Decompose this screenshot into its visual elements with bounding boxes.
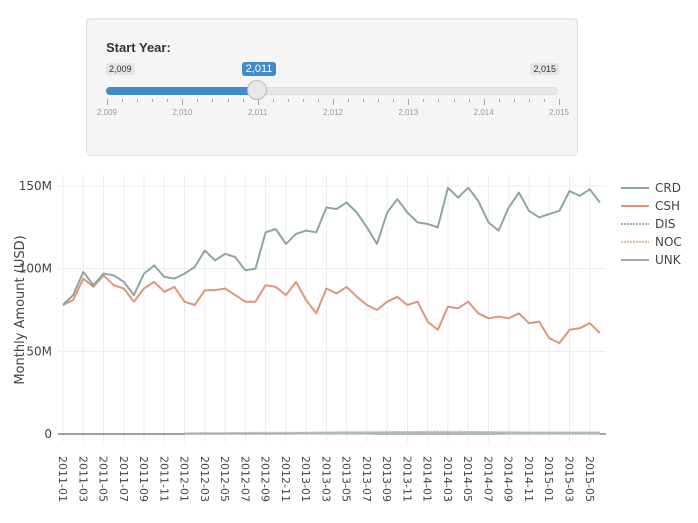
x-tick-label: 2011-01: [56, 456, 69, 502]
x-tick-label: 2014-09: [502, 456, 515, 502]
slider-tick: [378, 99, 380, 102]
slider-tick-label: 2,012: [322, 108, 344, 117]
series-line-csh: [62, 274, 601, 345]
x-tick-label: 2014-03: [441, 456, 454, 502]
slider-tick: [272, 99, 274, 102]
x-tick-label: 2011-11: [157, 456, 170, 502]
slider-tick: [483, 99, 485, 105]
legend-item-crd[interactable]: CRD: [621, 181, 681, 195]
slider-tick: [408, 99, 410, 105]
legend-item-noc[interactable]: NOC: [621, 235, 682, 249]
slider-tick: [528, 99, 530, 102]
legend-item-unk[interactable]: UNK: [621, 253, 682, 267]
line-chart: 2011-01 2011-03 2011-05 2011-07 2011-09 2011-…: [13, 175, 682, 502]
x-tick-label: 2015-05: [583, 456, 596, 502]
slider-tick-label: 2,015: [548, 108, 570, 117]
series-line-crd: [62, 186, 601, 306]
slider-tick: [182, 99, 184, 105]
legend-label: UNK: [655, 253, 682, 267]
x-tick-label: 2011-07: [117, 456, 130, 502]
legend-label: CSH: [655, 199, 680, 213]
x-tick-label: 2013-01: [299, 456, 312, 502]
x-tick-label: 2012-03: [198, 456, 211, 502]
slider-tick: [423, 99, 425, 102]
slider-tick: [197, 99, 199, 102]
slider-tick: [559, 99, 560, 105]
slider-tick: [543, 99, 545, 102]
legend-item-csh[interactable]: CSH: [621, 199, 680, 213]
slider-tick-label: 2,011: [247, 108, 268, 117]
x-tick-label: 2013-09: [380, 456, 393, 502]
x-tick-label: 2011-05: [97, 456, 110, 502]
x-tick-label: 2012-05: [218, 456, 231, 502]
slider-tick: [438, 99, 440, 102]
slider-bar: [106, 87, 257, 95]
x-tick-label: 2012-09: [259, 456, 272, 502]
x-tick-label: 2011-09: [137, 456, 150, 502]
x-tick-label: 2014-11: [522, 456, 535, 502]
slider-tick: [212, 99, 214, 102]
slider-tick-label: 2,014: [473, 108, 494, 117]
slider-tick-label: 2,010: [172, 108, 193, 117]
slider-tick: [227, 99, 229, 102]
x-tick-label: 2012-11: [279, 456, 292, 502]
y-tick-label: 0: [44, 427, 52, 441]
start-year-panel: Start Year: 2,009 2,015 2,011 2,009 2,010…: [86, 18, 578, 156]
legend-label: CRD: [655, 181, 681, 195]
slider-tick: [302, 99, 304, 102]
slider-tick: [257, 99, 259, 105]
slider-tick: [498, 99, 500, 102]
slider-tick-label: 2,013: [398, 108, 419, 117]
start-year-label: Start Year:: [106, 40, 171, 55]
slider-tick-label: 2,009: [96, 108, 118, 117]
y-tick-label: 50M: [26, 344, 52, 358]
y-axis-title: Monthly Amount (USD): [13, 235, 28, 384]
x-tick-label: 2013-03: [319, 456, 332, 502]
x-tick-label: 2011-03: [76, 456, 89, 502]
legend-label: DIS: [655, 217, 675, 231]
slider-tick: [348, 99, 350, 102]
slider-tick: [333, 99, 334, 105]
slider-min-label: 2,009: [106, 63, 135, 75]
legend-item-dis[interactable]: DIS: [621, 217, 675, 231]
slider-tick: [167, 99, 169, 102]
y-tick-label: 100M: [19, 262, 52, 276]
slider-tick: [287, 99, 289, 102]
slider-tick: [453, 99, 455, 102]
x-tick-label: 2012-01: [178, 456, 191, 502]
series-line-dis: [184, 430, 600, 435]
slider-tick: [513, 99, 515, 102]
slider-tick: [152, 99, 154, 102]
x-tick-label: 2014-01: [421, 456, 434, 502]
slider-handle[interactable]: [246, 80, 267, 100]
slider-tick: [468, 99, 470, 102]
slider-tick: [137, 99, 139, 102]
y-tick-label: 150M: [19, 179, 52, 193]
x-tick-label: 2015-03: [563, 456, 576, 502]
slider-tick: [317, 99, 319, 102]
x-tick-label: 2014-05: [461, 456, 474, 502]
slider-tick: [107, 99, 108, 105]
legend-label: NOC: [655, 235, 682, 249]
x-tick-label: 2012-07: [238, 456, 251, 502]
slider-tick: [363, 99, 365, 102]
slider-max-label: 2,015: [530, 63, 559, 75]
slider-tick: [393, 99, 395, 102]
x-tick-label: 2013-05: [340, 456, 353, 502]
slider-tick: [122, 99, 124, 102]
x-tick-label: 2013-11: [400, 456, 413, 502]
x-tick-label: 2014-07: [481, 456, 494, 502]
slider-tick: [242, 99, 244, 102]
slider-current-value: 2,011: [241, 62, 277, 76]
x-tick-label: 2015-01: [542, 456, 555, 502]
x-tick-label: 2013-07: [360, 456, 373, 502]
